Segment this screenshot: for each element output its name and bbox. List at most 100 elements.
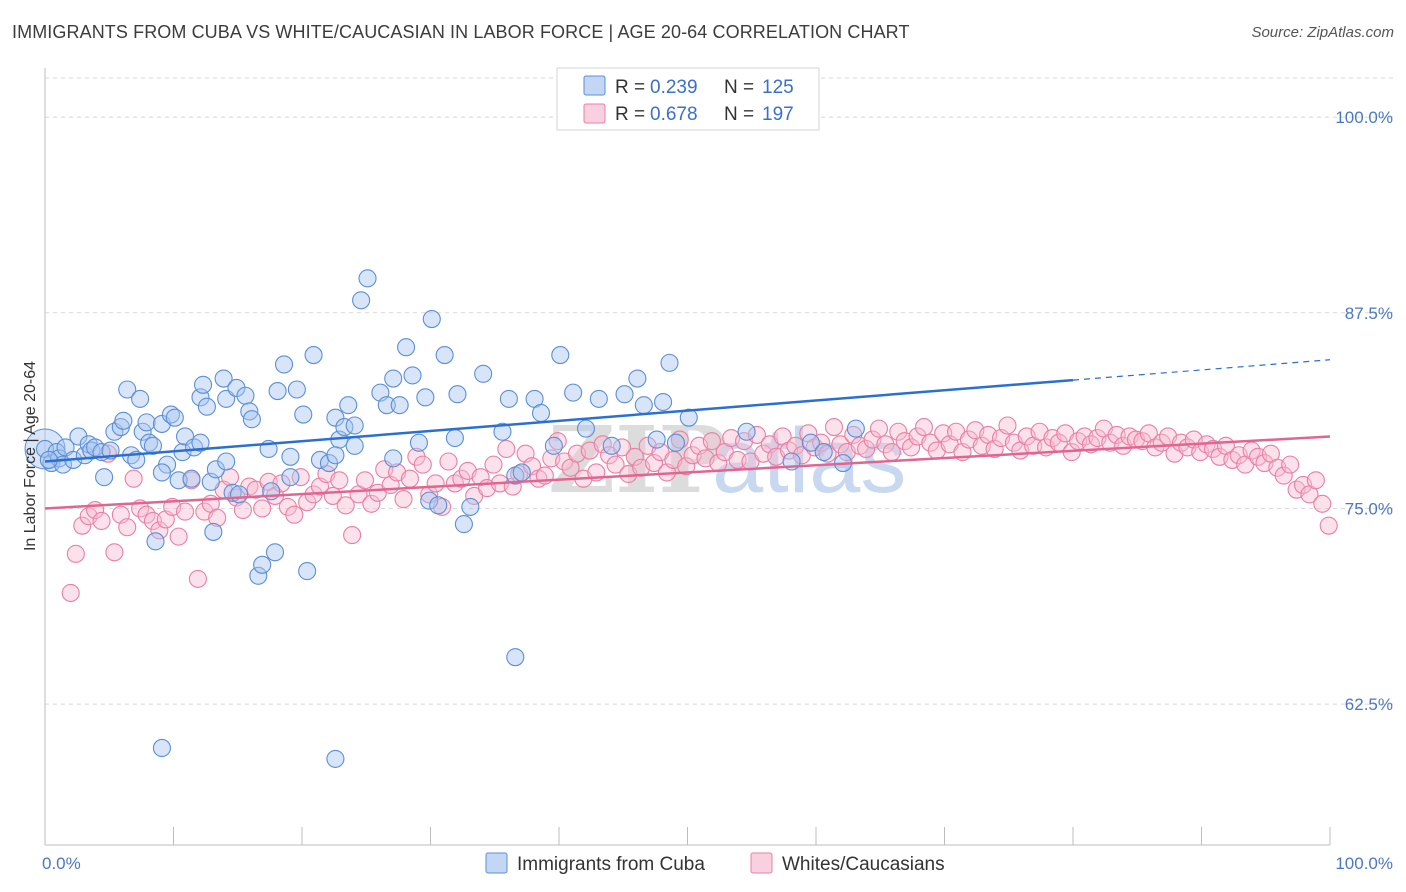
legend-r-value-white: 0.678 <box>650 104 698 125</box>
point-cuba <box>294 405 313 424</box>
point-cuba <box>384 449 403 468</box>
point-cuba <box>131 389 150 408</box>
point-cuba <box>420 491 439 510</box>
legend-r-label-cuba: R = <box>615 77 645 98</box>
y-tick-label: 87.5% <box>1345 304 1393 323</box>
point-cuba <box>589 389 608 408</box>
bottom-legend-label-white: Whites/Caucasians <box>782 854 945 875</box>
point-cuba <box>304 346 323 365</box>
point-cuba <box>628 369 647 388</box>
point-white <box>625 447 644 466</box>
point-cuba <box>345 436 364 455</box>
point-cuba <box>409 433 428 452</box>
point-cuba <box>814 443 833 462</box>
point-cuba <box>474 364 493 383</box>
point-cuba <box>339 396 358 415</box>
point-cuba <box>281 447 300 466</box>
point-cuba <box>118 380 137 399</box>
point-cuba <box>249 566 268 585</box>
point-cuba <box>191 433 210 452</box>
point-white <box>439 452 458 471</box>
point-cuba <box>576 419 596 438</box>
point-white <box>169 527 188 546</box>
point-white <box>208 508 227 527</box>
point-white <box>105 543 124 562</box>
point-white <box>914 418 933 437</box>
point-white <box>869 419 889 438</box>
point-cuba <box>165 408 184 427</box>
point-cuba <box>298 562 317 581</box>
point-cuba <box>512 463 531 482</box>
trend-line-cuba <box>44 378 1074 463</box>
point-cuba <box>287 380 306 399</box>
point-cuba <box>679 408 698 427</box>
point-white <box>73 516 92 535</box>
y-axis-label: In Labor Force | Age 20-64 <box>22 361 39 551</box>
point-white <box>355 471 375 490</box>
point-white <box>1274 466 1293 485</box>
point-white <box>985 439 1004 459</box>
point-cuba <box>377 396 396 415</box>
series-immigrants-from-cuba <box>24 269 865 768</box>
point-white <box>253 499 272 518</box>
point-cuba <box>152 463 171 482</box>
point-cuba <box>647 430 666 449</box>
point-white <box>188 569 207 588</box>
legend-n-label-white: N = <box>724 104 754 125</box>
point-white <box>124 469 143 488</box>
point-cuba <box>197 397 216 416</box>
point-cuba <box>281 468 300 487</box>
point-white <box>330 471 349 490</box>
point-white <box>824 418 844 437</box>
point-white <box>1313 494 1332 513</box>
trend-line-white <box>44 435 1331 510</box>
legend-n-value-white: 197 <box>762 104 794 125</box>
point-cuba <box>551 346 570 365</box>
point-white <box>484 455 503 474</box>
point-cuba <box>204 522 223 541</box>
point-cuba <box>634 396 653 415</box>
point-white <box>497 439 516 459</box>
point-cuba <box>435 346 454 365</box>
point-white <box>889 422 908 441</box>
bottom-legend-swatch-cuba <box>485 852 508 874</box>
point-cuba <box>345 416 364 435</box>
point-cuba <box>384 369 403 388</box>
legend-n-label-cuba: N = <box>724 77 754 98</box>
source-credit: Source: ZipAtlas.com <box>1251 24 1394 41</box>
point-cuba <box>666 433 685 452</box>
point-cuba <box>358 269 377 288</box>
point-cuba <box>152 738 171 758</box>
point-white <box>92 511 111 531</box>
point-white <box>285 505 304 524</box>
point-cuba <box>403 366 422 385</box>
point-cuba <box>422 310 441 329</box>
point-cuba <box>253 555 272 574</box>
point-cuba <box>615 385 634 404</box>
point-white <box>118 518 137 537</box>
point-cuba <box>352 291 371 310</box>
point-white <box>857 439 876 459</box>
point-white <box>394 490 413 509</box>
y-tick-label: 62.5% <box>1345 695 1393 714</box>
point-cuba <box>506 648 525 667</box>
point-cuba <box>416 388 435 407</box>
point-white <box>1319 516 1338 535</box>
point-cuba <box>214 369 233 388</box>
point-cuba <box>390 396 409 415</box>
point-white <box>233 500 252 520</box>
point-cuba <box>846 419 865 438</box>
point-white <box>291 468 310 487</box>
point-white <box>66 544 85 563</box>
point-cuba <box>660 353 679 372</box>
point-cuba <box>654 392 673 412</box>
legend-r-label-white: R = <box>615 104 645 125</box>
legend-swatch-cuba <box>583 75 606 96</box>
y-tick-label: 100.0% <box>1335 108 1393 127</box>
point-white <box>336 496 355 515</box>
point-cuba <box>114 411 133 430</box>
point-cuba <box>182 469 201 488</box>
point-white <box>176 502 195 521</box>
point-cuba <box>268 382 287 401</box>
point-white <box>645 454 664 473</box>
